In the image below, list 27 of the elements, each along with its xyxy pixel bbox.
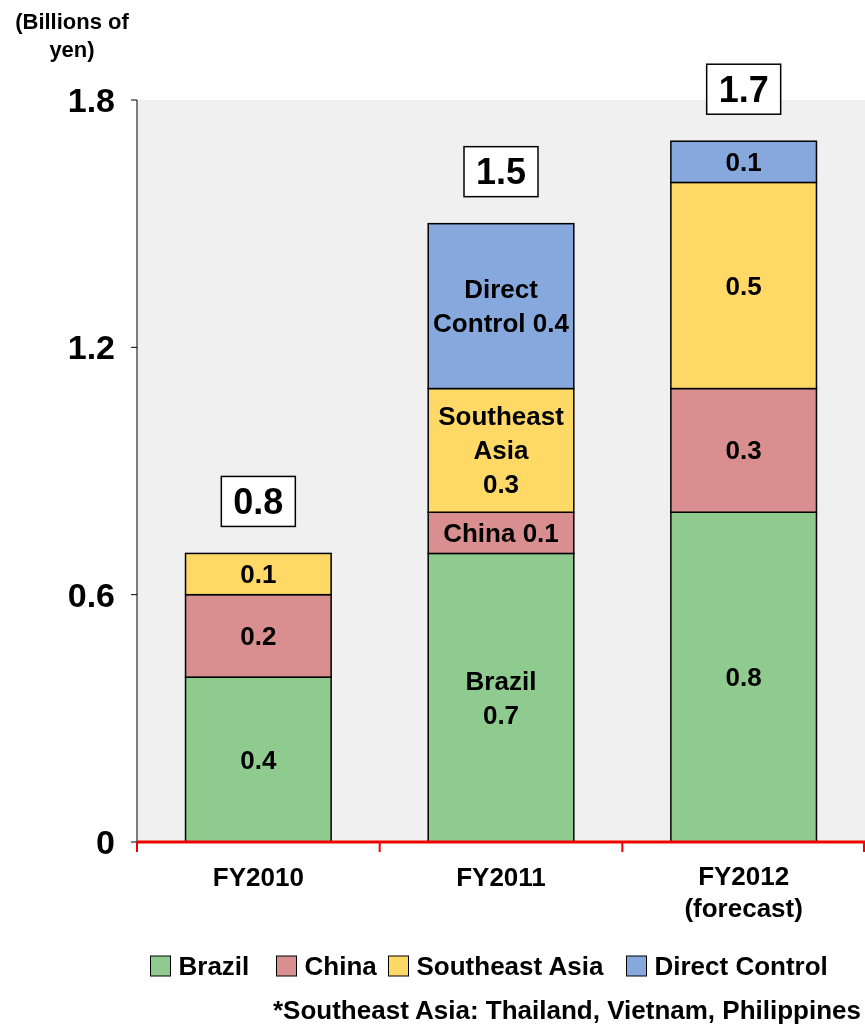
data-label: 0.2 (240, 620, 277, 651)
total-label: 0.8 (233, 480, 284, 522)
x-tick-label: FY2012 (forecast) (684, 861, 803, 923)
y-axis-title: (Billions of yen) (15, 8, 130, 62)
data-label: 0.1 (725, 146, 762, 177)
y-tick-label: 1.2 (67, 328, 115, 367)
data-label: 0.1 (240, 559, 277, 590)
legend-label: Brazil (178, 951, 250, 981)
legend-label: Southeast Asia (416, 951, 604, 981)
y-tick-label: 1.8 (67, 81, 115, 119)
data-label: 0.4 (240, 744, 277, 775)
x-tick-label: FY2011 (456, 862, 546, 892)
text: *Southeast Asia: Thailand, Vietnam, Philippines (272, 995, 861, 1025)
data-label: Southeast Asia 0.3 (438, 401, 565, 500)
total-label: 1.5 (475, 151, 527, 193)
data-label: 0.8 (725, 662, 762, 693)
y-tick-label: 0 (96, 823, 115, 861)
legend-label: China (304, 951, 378, 981)
data-label: Direct Control 0.4 (433, 274, 570, 339)
data-label: China 0.1 (443, 517, 559, 548)
y-tick-label: 0.6 (67, 575, 115, 614)
data-label: 0.5 (725, 270, 762, 301)
legend-label: Direct Control (654, 951, 828, 981)
data-label: 0.3 (725, 435, 762, 466)
total-label: 1.7 (718, 68, 769, 110)
data-label: Brazil 0.7 (465, 665, 537, 730)
x-tick-label: FY2010 (212, 862, 304, 892)
